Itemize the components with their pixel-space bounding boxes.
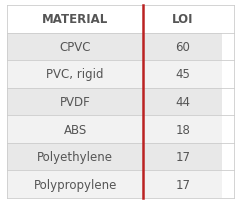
Bar — [7, 171, 143, 198]
Bar — [7, 88, 143, 116]
Text: Polyethylene: Polyethylene — [37, 150, 113, 163]
Text: 18: 18 — [175, 123, 190, 136]
Text: PVDF: PVDF — [60, 95, 91, 109]
Text: 45: 45 — [175, 68, 190, 81]
Bar — [7, 6, 143, 33]
Bar — [143, 6, 222, 33]
Text: CPVC: CPVC — [60, 41, 91, 54]
Text: LOI: LOI — [172, 13, 194, 26]
Bar — [7, 61, 143, 88]
Text: PVC, rigid: PVC, rigid — [47, 68, 104, 81]
Bar — [143, 61, 222, 88]
Text: ABS: ABS — [64, 123, 87, 136]
Bar — [143, 88, 222, 116]
Text: 44: 44 — [175, 95, 190, 109]
Bar — [7, 143, 143, 171]
Bar — [143, 143, 222, 171]
Bar — [143, 171, 222, 198]
Text: 60: 60 — [175, 41, 190, 54]
Text: 17: 17 — [175, 150, 190, 163]
Bar — [7, 33, 143, 61]
Bar — [143, 116, 222, 143]
Bar — [7, 116, 143, 143]
Text: Polypropylene: Polypropylene — [33, 178, 117, 191]
Text: MATERIAL: MATERIAL — [42, 13, 108, 26]
Bar — [143, 33, 222, 61]
Text: 17: 17 — [175, 178, 190, 191]
